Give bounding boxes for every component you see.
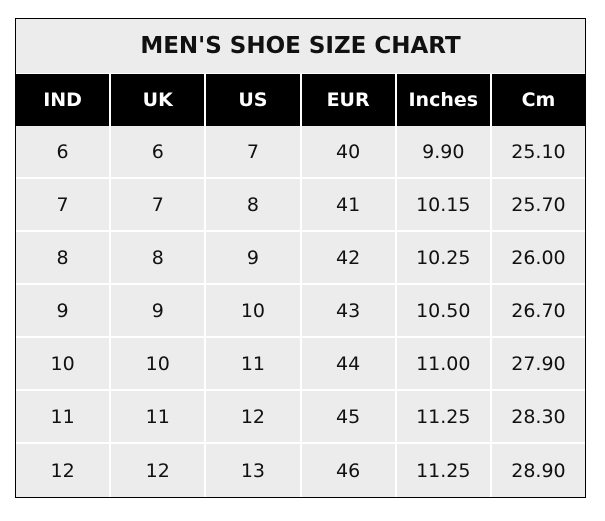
table-cell: 42	[301, 232, 397, 285]
table-cell: 10.25	[396, 232, 492, 285]
table-cell: 8	[111, 232, 207, 285]
column-header: Cm	[521, 89, 556, 111]
table-row: 6 6 7 40 9.90 25.10	[16, 126, 586, 179]
table-cell: 45	[301, 391, 397, 444]
table-cell: 28.30	[491, 391, 586, 444]
table-cell: 9	[16, 285, 112, 338]
table-cell: 28.90	[511, 459, 566, 482]
table-cell: 11	[16, 391, 112, 444]
table-cell: 40	[301, 126, 397, 179]
table-row: 9 9 10 43 10.50 26.70	[16, 285, 586, 338]
table-row: 12 12 13 46 11.25 28.90	[16, 444, 585, 497]
table-row: 8 8 9 42 10.25 26.00	[16, 232, 586, 285]
table-cell: 6	[16, 126, 112, 179]
table-cell: 11	[111, 391, 207, 444]
table-cell: 44	[301, 338, 397, 391]
table-cell: 7	[111, 179, 207, 232]
column-header: UK	[111, 74, 207, 126]
table-row: 7 7 8 41 10.15 25.70	[16, 179, 586, 232]
table-cell: 27.90	[491, 338, 586, 391]
table-cell: 26.00	[491, 232, 586, 285]
table-cell: 10	[206, 285, 302, 338]
table-cell: 46	[302, 444, 397, 497]
table-cell: 10.15	[396, 179, 492, 232]
table-cell: 7	[16, 179, 112, 232]
table-cell: 9.90	[396, 126, 492, 179]
table-cell: 43	[301, 285, 397, 338]
table-cell: 11.25	[396, 391, 492, 444]
table-body: 6 6 7 40 9.90 25.10 7 7 8 41 10.15 25.70 8 8 9 42 10.25 2…	[16, 126, 586, 497]
table-cell: 8	[206, 179, 302, 232]
table-cell: 7	[206, 126, 302, 179]
table-cell: 9	[111, 285, 207, 338]
table-cell: 11	[206, 338, 302, 391]
table-cell: 8	[16, 232, 112, 285]
table-cell: 13	[206, 444, 302, 497]
table-title: MEN'S SHOE SIZE CHART	[16, 19, 585, 74]
table-cell: 12	[111, 444, 207, 497]
table-cell: 12	[16, 444, 112, 497]
table-row: 11 11 12 45 11.25 28.30	[16, 391, 586, 444]
table-cell: 9	[206, 232, 302, 285]
table-cell: 11.25	[397, 444, 492, 497]
header-row: IND UK US EUR Inches Cm	[16, 74, 585, 126]
column-header: US	[206, 74, 302, 126]
column-header: IND	[16, 74, 112, 126]
table-row: 10 10 11 44 11.00 27.90	[16, 338, 586, 391]
table-cell: 41	[301, 179, 397, 232]
table-cell: 25.70	[491, 179, 586, 232]
table-cell: 10	[111, 338, 207, 391]
table-cell: 10	[16, 338, 112, 391]
column-header: EUR	[302, 74, 397, 126]
table-cell: 6	[111, 126, 207, 179]
table-cell: 25.10	[491, 126, 586, 179]
table-cell: 12	[206, 391, 302, 444]
table-cell: 10.50	[396, 285, 492, 338]
table-cell: 26.70	[491, 285, 586, 338]
size-chart-table: MEN'S SHOE SIZE CHART IND UK US EUR Inches Cm…	[15, 18, 586, 498]
table-cell: 11.00	[396, 338, 492, 391]
column-header: Inches	[397, 74, 492, 126]
